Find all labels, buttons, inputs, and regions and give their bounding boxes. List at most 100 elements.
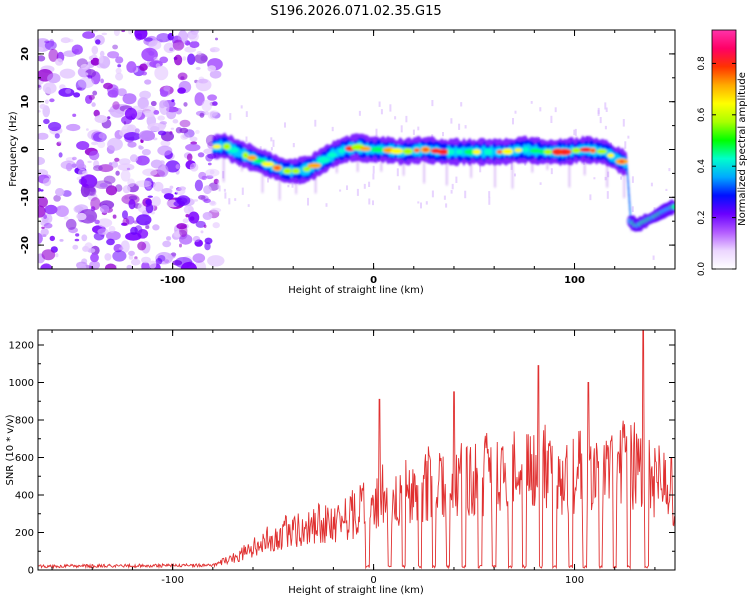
noise-blob: [112, 101, 120, 110]
noise-blob: [93, 165, 103, 172]
noise-blob: [135, 33, 143, 41]
noise-speckle: [460, 102, 463, 107]
noise-speckle: [653, 207, 656, 212]
y-tick-label: 10: [20, 95, 31, 109]
noise-speckle: [372, 165, 375, 174]
y-tick-label: 0: [28, 566, 34, 577]
noise-blob: [179, 243, 182, 248]
noise-speckle: [574, 128, 577, 136]
noise-blob: [137, 229, 149, 239]
noise-speckle: [245, 111, 248, 117]
noise-blob: [207, 65, 216, 72]
noise-blob: [209, 169, 215, 175]
x-tick-label: 0: [370, 575, 376, 586]
track-streak: [546, 156, 549, 170]
snr-panel: -100 0 100 0 200 400 600 800 1000 1200 Height of…: [5, 329, 676, 596]
noise-speckle: [627, 135, 630, 139]
noise-blob: [104, 263, 117, 269]
noise-speckle: [400, 125, 403, 133]
noise-blob: [38, 55, 46, 62]
y-tick-label: 20: [20, 47, 31, 61]
noise-blob: [42, 234, 47, 238]
colorbar-tick-label: 0.4: [697, 159, 707, 174]
noise-blob: [89, 265, 93, 269]
noise-speckle: [524, 163, 527, 166]
noise-blob: [169, 47, 174, 52]
noise-speckle: [597, 109, 600, 116]
noise-speckle: [458, 123, 461, 130]
y-tick-label: 400: [15, 491, 34, 502]
noise-speckle: [550, 168, 553, 175]
noise-blob: [157, 145, 173, 156]
noise-blob: [137, 241, 147, 251]
noise-blob: [98, 164, 114, 173]
y-tick-label: 1200: [9, 341, 34, 352]
noise-blob: [81, 176, 85, 179]
noise-blob: [182, 56, 187, 61]
colorbar-tick-label: 0.8: [697, 56, 707, 71]
noise-blob: [49, 235, 55, 242]
track-hotspot: [302, 166, 311, 172]
noise-blob: [128, 199, 136, 210]
noise-blob: [106, 230, 121, 241]
noise-blob: [65, 88, 72, 94]
noise-blob: [184, 46, 197, 53]
noise-speckle: [368, 181, 371, 187]
colorbar-ticks: 0.0 0.2 0.4 0.6 0.8: [697, 56, 736, 276]
noise-blob: [98, 132, 106, 139]
noise-speckle: [372, 200, 374, 206]
noise-speckle: [229, 113, 232, 120]
noise-blob: [148, 40, 162, 51]
track-streak: [261, 166, 264, 193]
noise-speckle: [287, 184, 290, 188]
track-peak: [414, 149, 419, 152]
noise-blob: [87, 160, 92, 164]
noise-blob: [145, 203, 154, 214]
noise-speckle: [620, 176, 623, 180]
noise-blob: [77, 77, 95, 89]
noise-blob: [78, 168, 88, 177]
snr-y-axis: 0 200 400 600 800 1000 1200: [9, 341, 675, 577]
noise-blob: [82, 170, 88, 175]
noise-speckle: [234, 198, 237, 201]
track-hotspot: [464, 149, 476, 155]
noise-blob: [150, 100, 157, 107]
track-streak: [222, 150, 225, 182]
noise-speckle: [396, 168, 399, 177]
track-hotspot: [307, 163, 322, 169]
noise-blob: [97, 140, 106, 149]
noise-blob: [59, 239, 64, 242]
noise-blob: [161, 188, 173, 195]
noise-blob: [189, 163, 194, 168]
noise-blob: [194, 53, 208, 64]
noise-blob: [96, 63, 106, 69]
snr-frame: [37, 329, 676, 571]
noise-speckle: [259, 146, 262, 152]
noise-blob: [114, 157, 120, 162]
noise-blob: [148, 260, 157, 269]
noise-speckle: [604, 102, 607, 110]
noise-blob: [44, 204, 58, 215]
noise-speckle: [443, 195, 446, 200]
noise-speckle: [450, 118, 453, 124]
track-streak: [241, 158, 243, 172]
colorbar: 0.0 0.2 0.4 0.6 0.8 Normalized spectral ampl…: [697, 29, 748, 276]
noise-blob: [157, 255, 166, 262]
noise-blob: [204, 110, 209, 116]
noise-blob: [42, 177, 52, 187]
noise-blob: [122, 210, 128, 220]
noise-blob: [163, 193, 174, 200]
noise-blob: [55, 205, 69, 217]
noise-blob: [49, 98, 55, 103]
noise-blob: [137, 157, 143, 164]
colorbar-tick-label: 0.6: [697, 107, 707, 122]
noise-blob: [44, 40, 57, 51]
noise-blob: [40, 189, 44, 192]
noise-speckle: [431, 100, 434, 107]
y-tick-label: 200: [15, 528, 34, 539]
noise-blob: [153, 181, 164, 192]
noise-blob: [108, 225, 116, 233]
track-hotspot: [455, 149, 463, 155]
noise-blob: [203, 148, 216, 155]
track-streak: [295, 175, 297, 194]
